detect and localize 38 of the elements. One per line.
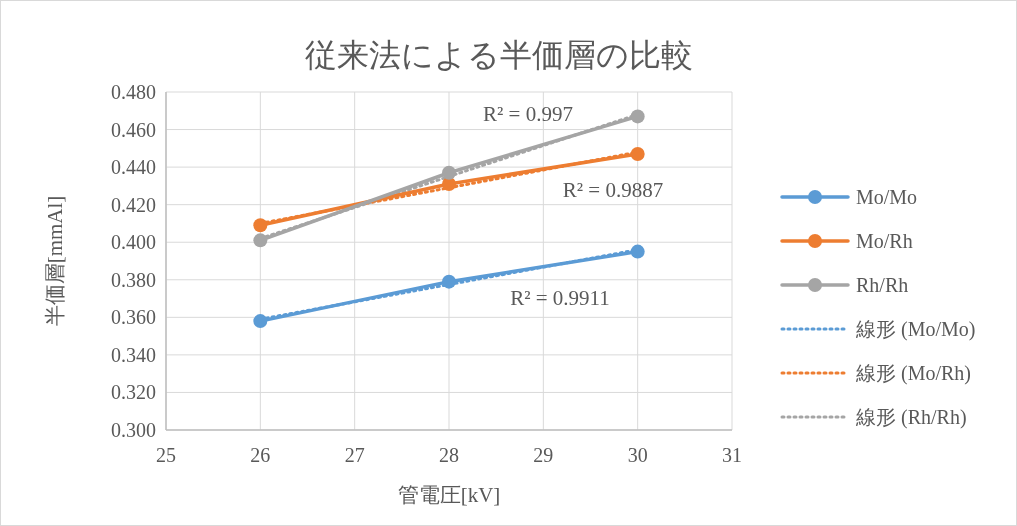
point [253, 314, 268, 329]
point [630, 146, 645, 161]
point [442, 177, 456, 192]
y-tick-label: 0.340 [111, 343, 156, 366]
annotation: R² = 0.9887 [562, 178, 664, 202]
y-tick-label: 0.460 [111, 118, 156, 141]
y-tick-label: 0.420 [111, 193, 156, 216]
x-tick-label: 30 [627, 444, 648, 466]
y-tick-label: 0.320 [111, 381, 156, 404]
x-tick-label: 26 [250, 444, 271, 466]
point [630, 109, 645, 124]
x-tick-label: 27 [344, 444, 365, 466]
chart-title: 従来法による半価層の比較 [305, 37, 693, 73]
legend-label: Rh/Rh [856, 274, 909, 296]
y-axis-title: 半価層[mmAl] [43, 195, 67, 327]
legend-label: 線形 (Mo/Mo) [855, 318, 976, 341]
point [442, 274, 456, 289]
annotation: R² = 0.9911 [510, 286, 610, 310]
legend-label: 線形 (Mo/Rh) [855, 362, 971, 385]
y-tick-label: 0.360 [111, 306, 156, 329]
point [253, 218, 268, 233]
y-tick-label: 0.480 [111, 81, 156, 103]
x-tick-label: 25 [156, 444, 176, 466]
legend-label: 線形 (Rh/Rh) [855, 406, 967, 429]
point [442, 165, 456, 180]
y-tick-label: 0.400 [111, 231, 156, 254]
x-tick-label: 31 [722, 444, 742, 466]
x-axis-title: 管電圧[kV] [397, 483, 501, 507]
x-tick-label: 29 [533, 444, 554, 466]
annotation: R² = 0.997 [483, 102, 573, 126]
legend-label: Mo/Mo [856, 186, 918, 208]
y-tick-label: 0.300 [111, 419, 156, 441]
y-tick-label: 0.380 [111, 268, 156, 291]
x-tick-label: 28 [439, 444, 459, 466]
y-tick-label: 0.440 [111, 156, 156, 179]
legend-label: Mo/Rh [856, 230, 913, 252]
point [253, 233, 268, 248]
point [630, 244, 645, 259]
